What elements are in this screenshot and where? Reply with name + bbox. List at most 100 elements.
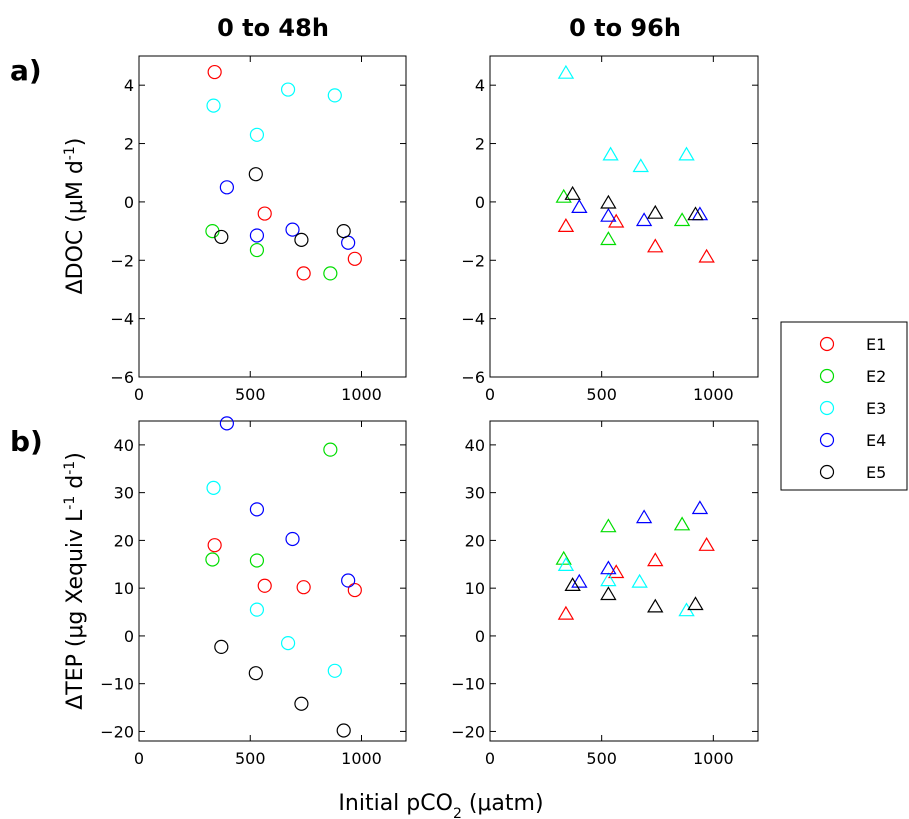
point-e1 bbox=[557, 605, 575, 620]
point-e1 bbox=[698, 537, 715, 551]
plot-frame bbox=[138, 55, 407, 378]
y-tick-label: −2 bbox=[461, 251, 485, 270]
y-tick-label: 0 bbox=[124, 627, 134, 646]
panel-2: 0 500 1000 −6 −4 −2 0 2 4 bbox=[461, 55, 759, 404]
y-tick-label: 10 bbox=[114, 579, 134, 598]
y-tick-label: 20 bbox=[114, 531, 134, 550]
point-e1 bbox=[207, 538, 222, 553]
point-e4 bbox=[635, 509, 653, 524]
point-e4 bbox=[285, 222, 300, 237]
y-tick-label: 30 bbox=[114, 484, 134, 503]
x-axis-label: Initial pCO2 (μatm) bbox=[338, 791, 543, 819]
y-tick-label: 40 bbox=[114, 436, 134, 455]
point-e2 bbox=[249, 242, 265, 258]
point-e3 bbox=[206, 98, 221, 113]
y-tick-label: −20 bbox=[451, 722, 485, 741]
point-e5 bbox=[647, 598, 664, 613]
point-e1 bbox=[557, 218, 575, 232]
point-e3 bbox=[678, 146, 695, 161]
point-e4 bbox=[249, 502, 265, 517]
y-tick-label: 0 bbox=[124, 193, 134, 212]
point-e5 bbox=[564, 185, 581, 200]
legend-box bbox=[780, 321, 908, 491]
point-e3 bbox=[557, 557, 575, 572]
point-e2 bbox=[323, 442, 338, 457]
point-e5 bbox=[647, 204, 664, 219]
legend-marker-e5 bbox=[819, 464, 835, 480]
y-tick-label: 4 bbox=[124, 76, 134, 95]
point-e5 bbox=[294, 696, 309, 711]
point-e4 bbox=[635, 212, 653, 227]
y-tick-label: −20 bbox=[100, 722, 134, 741]
point-e1 bbox=[347, 582, 362, 598]
x-tick-label: 1000 bbox=[341, 749, 382, 768]
point-e3 bbox=[632, 158, 649, 173]
x-tick-label: 1000 bbox=[693, 385, 734, 404]
legend-label-e2: E2 bbox=[866, 367, 886, 386]
point-e4 bbox=[249, 228, 265, 243]
point-e5 bbox=[214, 229, 229, 245]
panel-3: 0 500 1000 −20 −10 0 10 20 30 40 bbox=[100, 416, 407, 768]
point-e5 bbox=[600, 194, 617, 209]
point-e1 bbox=[347, 251, 362, 266]
point-e1 bbox=[257, 578, 272, 593]
y-tick-label: −4 bbox=[461, 310, 485, 329]
panel-1: 0 500 1000 −6 −4 −2 0 2 4 bbox=[110, 55, 407, 404]
point-e1 bbox=[257, 206, 272, 221]
legend-label-e1: E1 bbox=[866, 335, 886, 354]
legend-marker-e4 bbox=[819, 432, 835, 448]
y-tick-label: 0 bbox=[475, 193, 485, 212]
point-e4 bbox=[600, 560, 617, 575]
point-e4 bbox=[285, 531, 300, 547]
legend-marker-e1 bbox=[819, 336, 835, 352]
col-title-48h: 0 to 48h bbox=[217, 14, 329, 42]
y-tick-label: −2 bbox=[110, 251, 134, 270]
x-tick-label: 0 bbox=[134, 385, 144, 404]
legend-marker-e2 bbox=[819, 368, 835, 384]
point-e1 bbox=[296, 580, 311, 595]
legend: E1 E2 E3 E4 E5 bbox=[780, 321, 908, 491]
point-e2 bbox=[205, 223, 220, 239]
point-e3 bbox=[557, 64, 575, 79]
point-e3 bbox=[206, 480, 221, 495]
point-e5 bbox=[600, 586, 617, 601]
y-tick-label: 4 bbox=[475, 76, 485, 95]
plot-frame bbox=[489, 420, 759, 742]
x-tick-label: 500 bbox=[586, 385, 617, 404]
row-label-a: a) bbox=[10, 54, 42, 87]
point-e3 bbox=[327, 88, 342, 103]
y-tick-label: 40 bbox=[465, 436, 485, 455]
x-tick-label: 0 bbox=[485, 749, 495, 768]
col-title-96h: 0 to 96h bbox=[569, 14, 681, 42]
point-e5 bbox=[248, 167, 263, 182]
row-label-b: b) bbox=[10, 425, 43, 458]
y-tick-label: 2 bbox=[124, 135, 134, 154]
y-tick-label: −6 bbox=[461, 368, 485, 387]
point-e5 bbox=[214, 639, 229, 655]
point-e3 bbox=[280, 635, 296, 651]
y-tick-label: −10 bbox=[451, 675, 485, 694]
plot-frame bbox=[489, 55, 759, 378]
point-e5 bbox=[336, 223, 351, 239]
point-e5 bbox=[336, 723, 351, 738]
point-e1 bbox=[296, 266, 311, 281]
point-e2 bbox=[249, 553, 265, 568]
y-tick-label: 30 bbox=[465, 484, 485, 503]
point-e5 bbox=[294, 232, 309, 247]
point-e4 bbox=[571, 199, 588, 213]
point-e2 bbox=[555, 188, 572, 203]
point-e2 bbox=[205, 552, 220, 567]
point-e2 bbox=[600, 518, 617, 533]
x-tick-label: 500 bbox=[235, 385, 266, 404]
point-e3 bbox=[327, 663, 342, 678]
point-e5 bbox=[687, 596, 704, 611]
y-axis-label-doc: ΔDOC (μM d-1) bbox=[62, 138, 88, 295]
panel-4: 0 500 1000 −20 −10 0 10 20 30 40 bbox=[451, 420, 759, 768]
point-e3 bbox=[280, 82, 296, 97]
point-e4 bbox=[341, 235, 356, 250]
legend-label-e4: E4 bbox=[866, 431, 886, 450]
point-e4 bbox=[691, 500, 709, 515]
legend-marker-e3 bbox=[819, 400, 835, 416]
x-tick-label: 0 bbox=[134, 749, 144, 768]
